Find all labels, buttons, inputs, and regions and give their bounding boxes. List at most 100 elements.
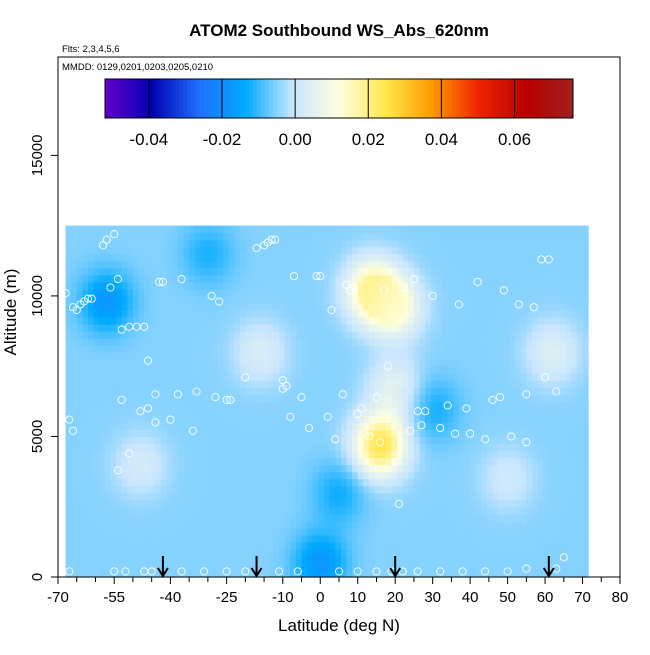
heatmap-cell — [273, 267, 280, 276]
heatmap-cell — [172, 436, 179, 445]
heatmap-cell — [571, 478, 578, 487]
heatmap-cell — [492, 359, 499, 367]
heatmap-cell — [318, 506, 325, 515]
heatmap-cell — [487, 570, 494, 578]
heatmap-cell — [76, 345, 83, 353]
heatmap-cell — [200, 527, 207, 536]
heatmap-cell — [116, 513, 123, 522]
heatmap-cell — [93, 485, 100, 494]
heatmap-cell — [526, 260, 533, 269]
heatmap-cell — [144, 555, 151, 564]
heatmap-cell — [380, 394, 387, 402]
heatmap-cell — [138, 408, 145, 416]
heatmap-cell — [402, 499, 409, 508]
heatmap-cell — [357, 317, 364, 325]
heatmap-cell — [509, 352, 516, 360]
heatmap-cell — [419, 345, 426, 353]
heatmap-cell — [211, 253, 218, 262]
sample-point — [68, 426, 78, 435]
heatmap-cell — [554, 274, 561, 283]
heatmap-cell — [262, 422, 269, 430]
heatmap-cell — [99, 408, 106, 416]
heatmap-cell — [520, 471, 527, 480]
heatmap-cell — [307, 534, 314, 543]
heatmap-cell — [65, 232, 72, 241]
heatmap-cell — [172, 295, 179, 304]
heatmap-cell — [447, 570, 454, 578]
heatmap-cell — [487, 499, 494, 508]
sample-point — [522, 390, 531, 399]
heatmap-cell — [99, 478, 106, 487]
colorbar-segment — [526, 79, 531, 118]
heatmap-cell — [121, 485, 128, 494]
heatmap-cell — [408, 267, 415, 276]
heatmap-cell — [543, 443, 550, 452]
heatmap-cell — [256, 267, 263, 276]
heatmap-cell — [121, 239, 128, 248]
heatmap-cell — [324, 380, 331, 388]
heatmap-cell — [408, 401, 415, 409]
heatmap-cell — [408, 506, 415, 515]
heatmap-cell — [520, 422, 527, 430]
colorbar-segment — [491, 79, 496, 118]
heatmap-cell — [582, 541, 589, 550]
heatmap-cell — [498, 366, 505, 374]
heatmap-cell — [116, 464, 123, 473]
heatmap-cell — [93, 464, 100, 473]
heatmap-cell — [335, 345, 342, 353]
heatmap-cell — [481, 359, 488, 367]
heatmap-cell — [329, 450, 336, 459]
heatmap-cell — [464, 436, 471, 445]
heatmap-cell — [318, 394, 325, 402]
heatmap-cell — [554, 359, 561, 367]
heatmap-cell — [374, 373, 381, 381]
heatmap-cell — [127, 401, 134, 409]
heatmap-cell — [155, 394, 162, 402]
heatmap-cell — [262, 429, 269, 437]
heatmap-cell — [565, 260, 572, 269]
heatmap-cell — [576, 394, 584, 402]
heatmap-cell — [419, 331, 426, 339]
heatmap-cell — [402, 331, 409, 339]
heatmap-cell — [503, 492, 511, 501]
heatmap-cell — [391, 274, 398, 283]
heatmap-cell — [458, 366, 466, 374]
heatmap-cell — [194, 267, 201, 276]
heatmap-cell — [99, 366, 106, 374]
heatmap-cell — [458, 345, 466, 353]
heatmap-cell — [71, 436, 78, 445]
heatmap-cell — [537, 408, 544, 416]
heatmap-cell — [335, 478, 342, 487]
heatmap-cell — [509, 499, 516, 508]
sample-point — [312, 272, 321, 281]
heatmap-cell — [318, 295, 325, 304]
heatmap-cell — [419, 302, 426, 311]
heatmap-cell — [560, 555, 567, 564]
heatmap-cell — [301, 570, 308, 578]
heatmap-cell — [267, 246, 274, 255]
heatmap-cell — [487, 422, 494, 430]
heatmap-cell — [262, 541, 269, 550]
heatmap-cell — [189, 232, 196, 241]
heatmap-cell — [262, 281, 269, 290]
heatmap-cell — [498, 570, 505, 578]
heatmap-cell — [318, 478, 325, 487]
heatmap-cell — [447, 267, 454, 276]
heatmap-cell — [385, 401, 392, 409]
heatmap-cell — [487, 387, 494, 395]
heatmap-cell — [503, 246, 511, 255]
heatmap-cell — [189, 408, 196, 416]
heatmap-cell — [211, 464, 218, 473]
heatmap-cell — [189, 352, 196, 360]
heatmap-cell — [458, 246, 466, 255]
heatmap-cell — [290, 527, 297, 536]
heatmap-cell — [127, 506, 134, 515]
heatmap-cell — [228, 295, 235, 304]
heatmap-cell — [582, 373, 589, 381]
heatmap-cell — [183, 492, 190, 501]
heatmap-cell — [65, 302, 72, 311]
heatmap-cell — [481, 506, 488, 515]
heatmap-cell — [509, 555, 516, 564]
heatmap-cell — [447, 246, 454, 255]
heatmap-cell — [442, 246, 449, 255]
